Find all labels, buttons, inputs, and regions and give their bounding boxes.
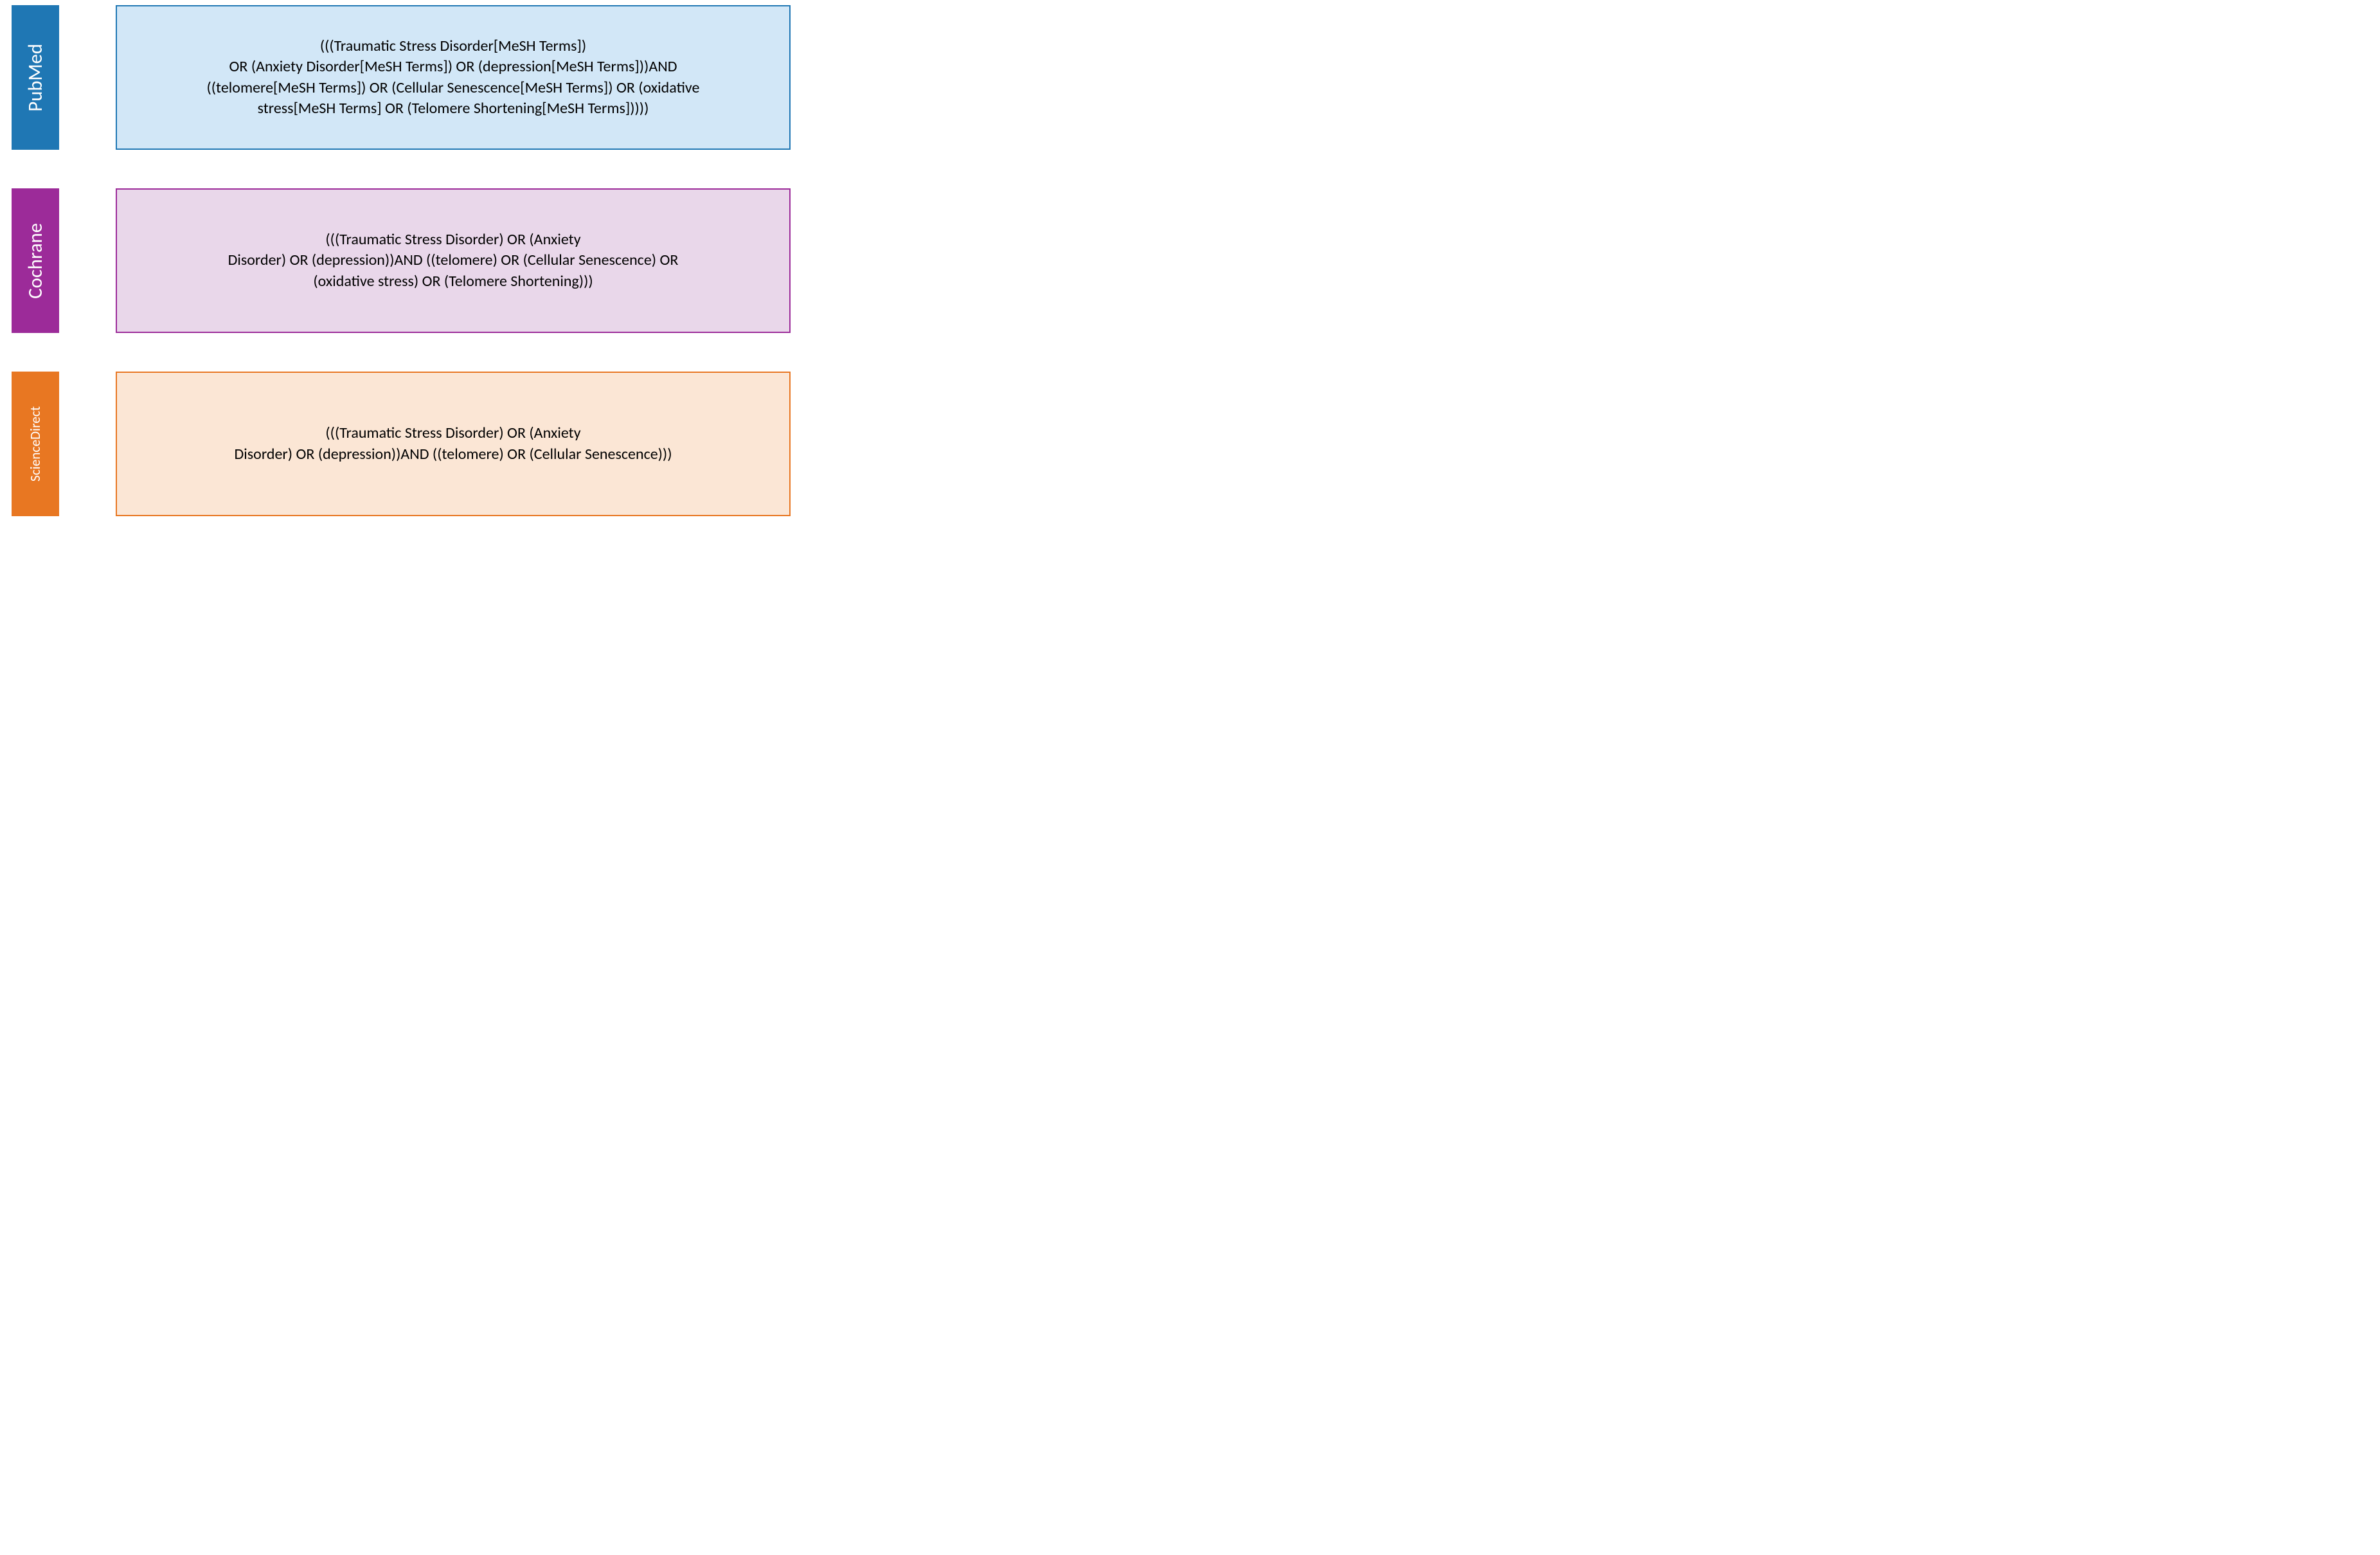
row-pubmed: PubMed (((Traumatic Stress Disorder[MeSH … [12,5,797,150]
search-query-text: (((Traumatic Stress Disorder[MeSH Terms]… [129,36,778,120]
row-sciencedirect: ScienceDirect (((Traumatic Stress Disorde… [12,372,797,516]
search-query-cochrane: (((Traumatic Stress Disorder) OR (Anxiet… [116,188,791,333]
database-label-text: ScienceDirect [27,406,44,481]
search-strategy-diagram: PubMed (((Traumatic Stress Disorder[MeSH … [0,0,797,516]
database-label-cochrane: Cochrane [12,188,59,333]
database-label-sciencedirect: ScienceDirect [12,372,59,516]
row-cochrane: Cochrane (((Traumatic Stress Disorder) OR… [12,188,797,333]
search-query-pubmed: (((Traumatic Stress Disorder[MeSH Terms]… [116,5,791,150]
search-query-sciencedirect: (((Traumatic Stress Disorder) OR (Anxiet… [116,372,791,516]
database-label-text: Cochrane [24,223,48,299]
search-query-text: (((Traumatic Stress Disorder) OR (Anxiet… [129,229,778,292]
database-label-pubmed: PubMed [12,5,59,150]
search-query-text: (((Traumatic Stress Disorder) OR (Anxiet… [129,423,778,465]
database-label-text: PubMed [24,44,48,112]
